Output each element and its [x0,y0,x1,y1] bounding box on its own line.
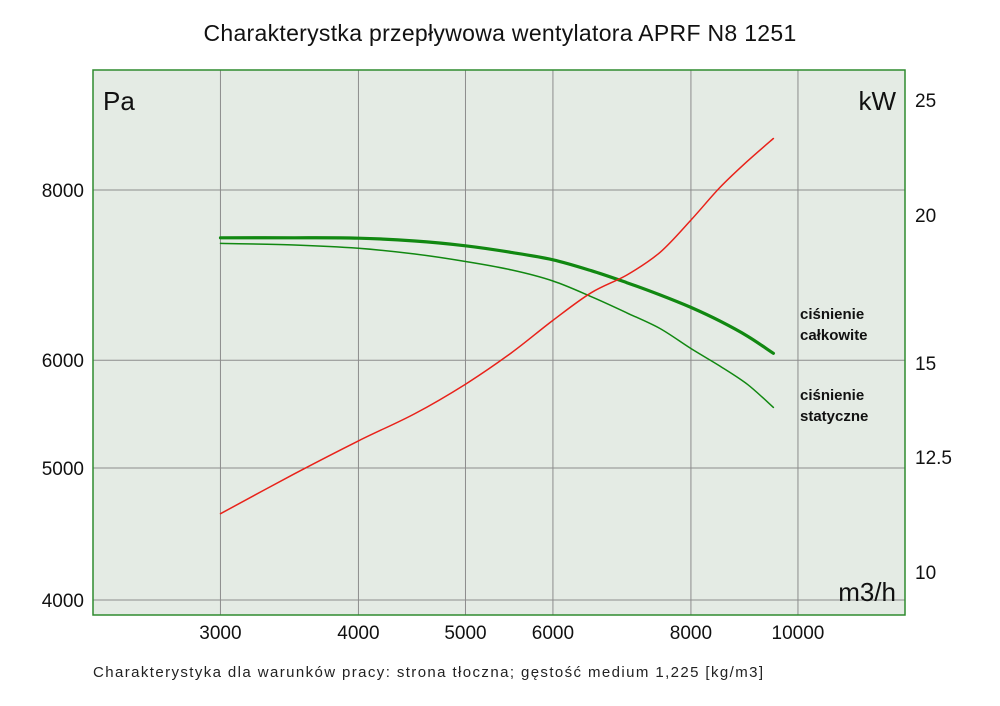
x-axis-unit: m3/h [838,577,896,607]
x-tick-label: 4000 [337,623,379,644]
series-label-total-line-1: ciśnienie [800,306,864,323]
chart-title: Charakterystka przepływowa wentylatora A… [203,20,796,46]
left-axis-unit: Pa [103,86,135,116]
y-left-tick-label: 5000 [42,459,84,480]
series-label-total-line-2: całkowite [800,327,868,344]
series-label-static-line-2: statyczne [800,408,868,425]
series-line-power [219,137,775,515]
y-right-tick-label: 20 [915,206,936,227]
plot-frame [92,69,906,616]
x-tick-label: 6000 [532,623,574,644]
x-tick-label: 8000 [670,623,712,644]
y-right-tick-label: 25 [915,91,936,112]
tick-labels: 3000 4000 5000 6000 8000 10000 4000 5000 6000 800… [42,91,952,644]
series-lines [218,137,775,515]
plot-background [93,70,905,615]
series-label-static-line-1: ciśnienie [800,387,864,404]
y-left-tick-label: 4000 [42,591,84,612]
plot-area: Pa kW m3/h [92,69,906,616]
y-right-tick-label: 15 [915,354,936,375]
series-label-static-pressure: ciśnienie statyczne [800,387,868,425]
y-right-tick-label: 10 [915,563,936,584]
series-label-total-pressure: ciśnienie całkowite [800,306,868,344]
grid-lines [93,70,905,615]
y-right-tick-label: 12.5 [915,448,952,469]
y-left-tick-label: 8000 [42,181,84,202]
series-line-total-pressure [218,236,775,355]
chart-footnote: Charakterystyka dla warunków pracy: stro… [93,664,764,681]
y-left-tick-label: 6000 [42,351,84,372]
x-tick-label: 3000 [199,623,241,644]
right-axis-unit: kW [858,86,896,116]
x-tick-label: 5000 [444,623,486,644]
x-tick-label: 10000 [772,623,825,644]
series-line-static-pressure [219,242,775,409]
